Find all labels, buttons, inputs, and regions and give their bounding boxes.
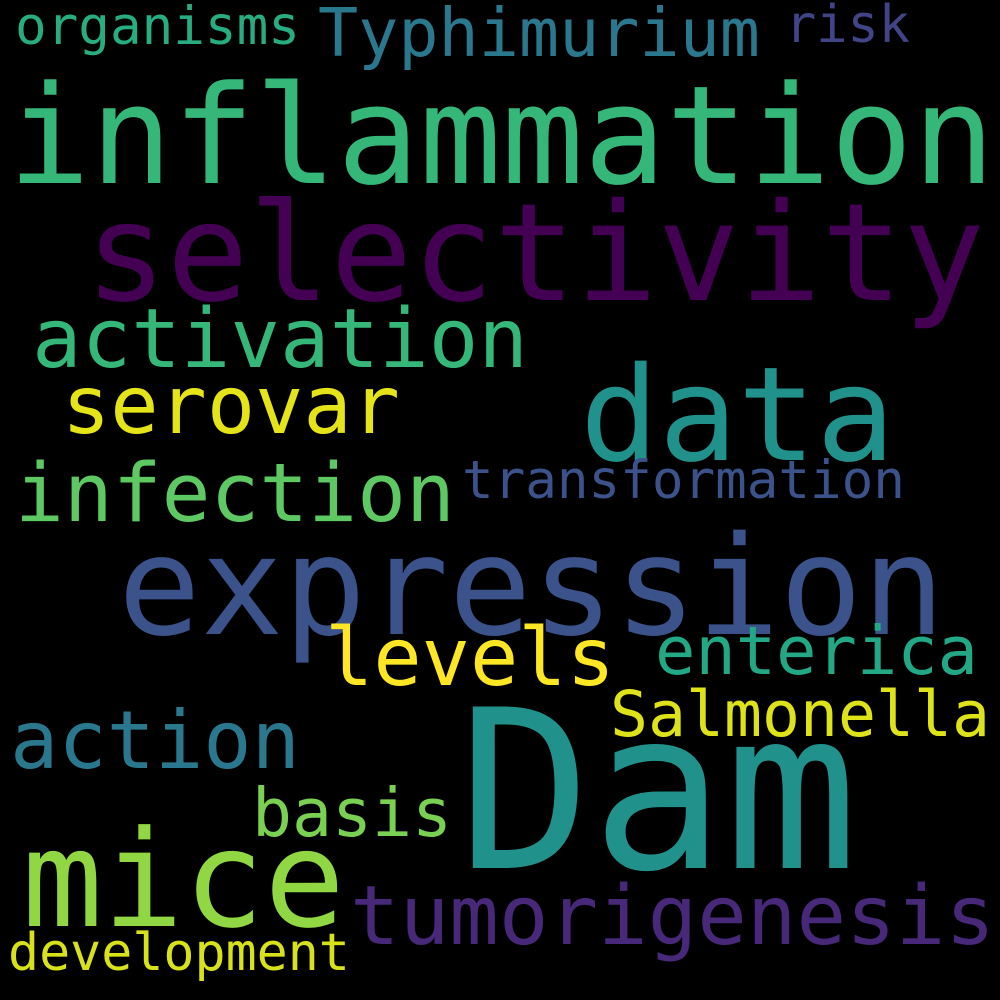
word-levels: levels — [325, 610, 615, 705]
word-inflammation: inflammation — [8, 57, 995, 217]
word-dam: Dam — [458, 662, 858, 921]
word-risk: risk — [785, 0, 910, 56]
word-enterica: enterica — [655, 612, 978, 691]
word-infection: infection — [15, 447, 455, 542]
word-transformation: transformation — [462, 450, 905, 512]
word-action: action — [10, 692, 300, 787]
word-expression: expression — [118, 506, 945, 667]
word-basis: basis — [252, 774, 452, 853]
word-typhimurium: Typhimurium — [318, 0, 760, 73]
word-selectivity: selectivity — [85, 175, 985, 334]
word-mice: mice — [22, 801, 345, 958]
word-tumorigenesis: tumorigenesis — [350, 869, 995, 965]
word-salmonella: Salmonella — [610, 677, 990, 752]
word-organisms: organisms — [15, 0, 300, 58]
word-activation: activation — [32, 291, 528, 387]
word-serovar: serovar — [62, 358, 400, 452]
word-development: development — [8, 923, 350, 984]
word-data: data — [580, 338, 895, 491]
